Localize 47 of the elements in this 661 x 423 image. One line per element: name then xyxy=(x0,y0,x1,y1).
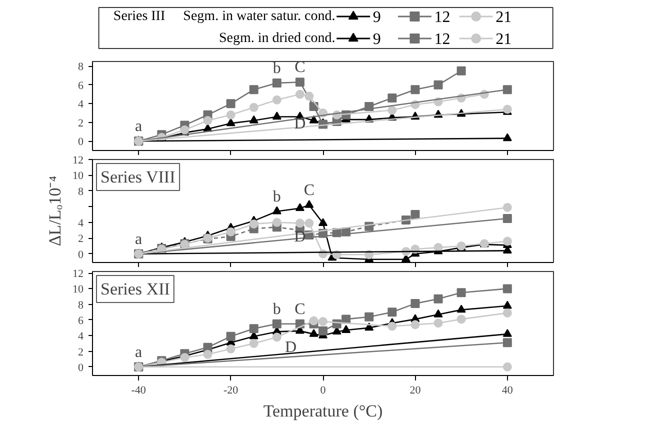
text: Segm. in dried cond. xyxy=(218,31,336,46)
x-tick-label: 0 xyxy=(320,384,326,396)
y-tick-label: 8 xyxy=(78,186,84,198)
annotation: C xyxy=(294,300,306,318)
y-tick-label: 4 xyxy=(78,330,84,343)
legend-label: 21 xyxy=(496,31,512,48)
y-tick-label: 2 xyxy=(78,233,84,246)
annotation: D xyxy=(284,339,297,356)
legend-label: 12 xyxy=(434,9,450,26)
y-tick-label: 4 xyxy=(78,217,84,230)
x-tick-label: -40 xyxy=(131,384,146,396)
legend-label: 9 xyxy=(372,31,381,48)
chart-title: Series III xyxy=(113,9,166,24)
text: Series XII xyxy=(100,280,170,298)
y-tick-label: 2 xyxy=(78,346,84,358)
y-axis-title: ΔL/Lₒ10⁻⁴ xyxy=(46,176,64,246)
x-axis-title: Temperature (°C) xyxy=(263,402,383,420)
y-tick-label: 8 xyxy=(78,299,84,312)
y-tick-label: 4 xyxy=(78,98,84,111)
y-tick-label: 0 xyxy=(78,362,84,374)
annotation: D xyxy=(294,115,306,132)
text: Segm. in water satur. cond. xyxy=(183,9,336,24)
y-tick-label: 10 xyxy=(72,170,84,182)
x-tick-label: 20 xyxy=(410,384,422,396)
legend-label: 21 xyxy=(496,9,512,26)
annotation: C xyxy=(294,59,306,76)
y-tick-label: 8 xyxy=(78,61,84,74)
y-tick-label: 0 xyxy=(78,136,84,148)
y-tick-label: 0 xyxy=(78,248,84,261)
y-tick-label: 10 xyxy=(72,284,84,296)
x-tick-label: 40 xyxy=(502,384,514,396)
annotation: a xyxy=(135,344,142,361)
legend-label: 12 xyxy=(434,31,450,48)
annotation: b xyxy=(272,60,281,78)
y-tick-label: 2 xyxy=(78,117,84,130)
y-tick-label: 12 xyxy=(72,268,84,280)
y-tick-label: 6 xyxy=(78,314,84,327)
x-tick-label: -20 xyxy=(223,384,239,396)
annotation: a xyxy=(135,118,142,136)
annotation: b xyxy=(272,300,281,318)
annotation: b xyxy=(272,188,281,206)
y-tick-label: 6 xyxy=(78,80,84,92)
annotation: C xyxy=(304,182,315,200)
legend-label: 9 xyxy=(372,9,381,26)
annotation: a xyxy=(135,230,142,248)
y-tick-label: 12 xyxy=(72,154,84,166)
text: Series VIII xyxy=(100,168,176,186)
